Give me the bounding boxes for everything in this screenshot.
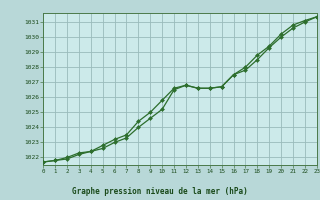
Text: Graphe pression niveau de la mer (hPa): Graphe pression niveau de la mer (hPa) [72, 187, 248, 196]
